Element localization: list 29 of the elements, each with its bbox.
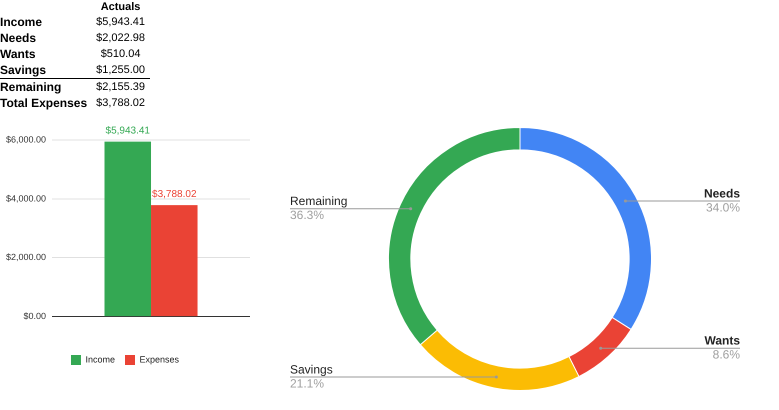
text: $510.04: [100, 48, 140, 60]
data-label: 36.3%: [290, 208, 324, 222]
text: $2,022.98: [96, 32, 146, 44]
data-label: $5,943.41: [106, 125, 150, 136]
legend-label: Income: [85, 354, 115, 364]
y-tick-label: $0.00: [24, 311, 46, 322]
category-label: Needs: [0, 30, 38, 46]
category-label: Income: [0, 14, 44, 30]
slice-label: Wants: [704, 334, 740, 348]
slice-label: Savings: [290, 362, 333, 376]
category-label: Remaining: [0, 78, 92, 95]
legend-label: Expenses: [139, 354, 180, 364]
data-label: 21.1%: [290, 376, 324, 390]
data-label: $3,788.02: [152, 188, 197, 200]
slice-label: Remaining: [290, 194, 348, 208]
text: $3,788.02: [96, 97, 146, 109]
y-tick-label: $2,000.00: [6, 252, 46, 262]
category-label: Savings: [0, 62, 48, 78]
y-tick-label: $6,000.00: [6, 134, 46, 144]
category-label: Wants: [0, 46, 37, 62]
y-tick-label: $4,000.00: [6, 193, 46, 204]
category-label: Total Expenses: [0, 95, 88, 111]
text: Actuals: [100, 0, 142, 14]
slice-label: Needs: [704, 186, 740, 200]
text: $2,155.39: [96, 81, 146, 93]
text: $1,255.00: [96, 64, 146, 76]
data-label: 8.6%: [712, 348, 740, 362]
data-label: 34.0%: [706, 200, 740, 214]
text: $5,943.41: [96, 16, 146, 28]
